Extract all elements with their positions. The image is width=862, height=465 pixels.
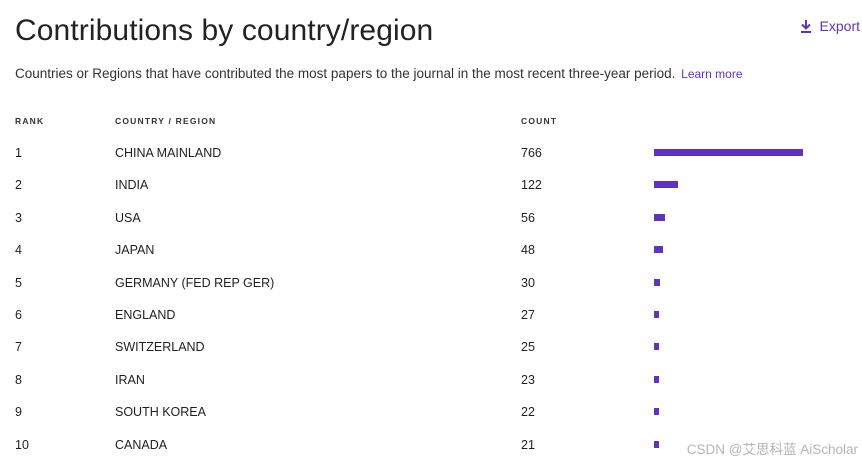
count-bar [654,343,659,351]
table-row: 5 GERMANY (FED REP GER) 30 [0,266,862,298]
table-row: 2 INDIA 122 [0,168,862,200]
table-row: 6 ENGLAND 27 [0,298,862,330]
rank-cell: 10 [15,437,29,452]
table-row: 8 IRAN 23 [0,363,862,395]
table-row: 3 USA 56 [0,201,862,233]
count-cell: 27 [521,307,535,322]
column-header-count: COUNT [521,116,558,126]
rank-cell: 4 [15,243,22,258]
count-cell: 48 [521,243,535,258]
country-cell: USA [115,210,141,225]
count-bar [654,246,663,254]
count-cell: 122 [521,178,542,193]
count-cell: 22 [521,405,535,420]
subtitle-text: Countries or Regions that have contribut… [15,66,676,81]
rank-cell: 5 [15,275,22,290]
count-bar [654,408,659,416]
learn-more-link[interactable]: Learn more [681,67,743,81]
count-cell: 30 [521,275,535,290]
rank-cell: 7 [15,340,22,355]
table-row: 7 SWITZERLAND 25 [0,330,862,362]
count-bar [654,440,659,448]
count-cell: 21 [521,437,535,452]
column-header-rank: RANK [15,116,45,126]
contributions-table: 1 CHINA MAINLAND 766 2 INDIA 122 3 USA 5… [0,136,862,460]
rank-cell: 6 [15,307,22,322]
country-cell: CHINA MAINLAND [115,146,222,160]
rank-cell: 8 [15,372,22,387]
count-bar [654,181,678,189]
country-cell: CANADA [115,437,168,452]
page-subtitle: Countries or Regions that have contribut… [15,66,855,81]
rank-cell: 1 [15,146,22,160]
country-cell: ENGLAND [115,307,176,322]
table-row: 1 CHINA MAINLAND 766 [0,136,862,168]
country-cell: INDIA [115,178,149,193]
export-button[interactable]: Export [800,18,860,34]
rank-cell: 2 [15,178,22,193]
country-cell: IRAN [115,372,145,387]
download-icon [800,20,811,33]
rank-cell: 9 [15,405,22,420]
watermark: CSDN @艾思科蓝 AiScholar [686,442,858,457]
table-row: 4 JAPAN 48 [0,233,862,265]
country-cell: SOUTH KOREA [115,405,206,420]
count-bar [654,375,659,383]
count-cell: 766 [521,146,542,160]
table-row: 10 CANADA 21 [0,428,862,460]
count-cell: 23 [521,372,535,387]
count-bar [654,310,659,318]
table-row: 9 SOUTH KOREA 22 [0,395,862,427]
count-cell: 56 [521,210,535,225]
count-bar [654,149,803,156]
export-label: Export [819,18,860,34]
rank-cell: 3 [15,210,22,225]
count-cell: 25 [521,340,535,355]
page-title: Contributions by country/region [15,14,434,47]
column-header-country: COUNTRY / REGION [115,116,217,126]
country-cell: GERMANY (FED REP GER) [115,275,275,290]
count-bar [654,278,660,286]
country-cell: JAPAN [115,243,155,258]
count-bar [654,213,665,221]
country-cell: SWITZERLAND [115,340,205,355]
